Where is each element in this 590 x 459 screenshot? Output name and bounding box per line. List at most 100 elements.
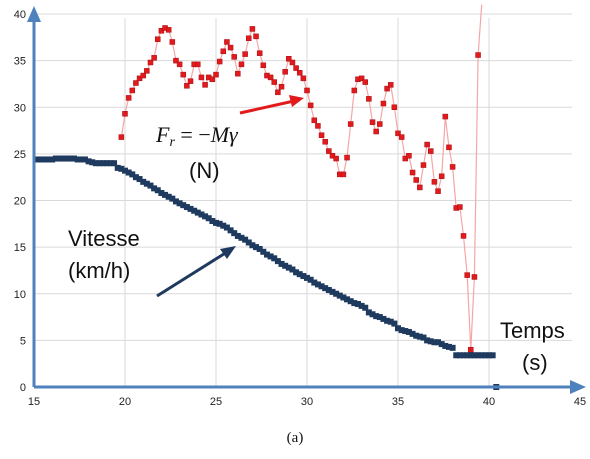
y-tick-label: 30 bbox=[14, 102, 26, 114]
speed-point bbox=[227, 227, 234, 234]
figure-caption: (a) bbox=[287, 430, 304, 446]
speed-point bbox=[242, 236, 249, 243]
force-point bbox=[267, 74, 274, 81]
force-point bbox=[340, 171, 347, 178]
speed-point bbox=[445, 343, 452, 350]
speed-point bbox=[453, 352, 460, 359]
x-tick-label: 15 bbox=[28, 396, 40, 408]
speed-point bbox=[282, 262, 289, 269]
speed-point bbox=[325, 287, 332, 294]
speed-point bbox=[92, 160, 99, 167]
force-point bbox=[315, 123, 321, 129]
force-series bbox=[118, 4, 483, 353]
speed-point bbox=[49, 156, 56, 163]
force-point bbox=[278, 83, 285, 90]
force-point bbox=[133, 80, 139, 86]
force-point bbox=[300, 75, 307, 82]
force-arrow-head bbox=[289, 95, 304, 107]
force-point bbox=[435, 188, 441, 194]
force-point bbox=[195, 61, 201, 68]
force-point bbox=[286, 56, 292, 62]
force-point bbox=[235, 70, 241, 77]
y-tick-label: 25 bbox=[14, 149, 26, 161]
speed-point bbox=[176, 200, 183, 207]
speed-point bbox=[263, 251, 270, 258]
speed-point bbox=[482, 352, 489, 359]
force-point bbox=[409, 169, 416, 176]
speed-point bbox=[220, 222, 227, 229]
y-axis-arrow bbox=[27, 6, 41, 22]
speed-point bbox=[333, 290, 340, 297]
speed-point bbox=[398, 327, 405, 334]
speed-point bbox=[81, 156, 88, 163]
speed-point bbox=[125, 169, 132, 176]
speed-point bbox=[111, 160, 118, 167]
force-point bbox=[242, 51, 248, 57]
force-point bbox=[377, 121, 383, 127]
speed-point bbox=[223, 224, 230, 231]
force-point bbox=[366, 96, 372, 102]
speed-point bbox=[198, 211, 205, 218]
force-point bbox=[417, 184, 423, 191]
force-point bbox=[449, 164, 456, 170]
speed-point bbox=[449, 344, 456, 351]
speed-point bbox=[296, 271, 303, 278]
speed-point bbox=[103, 160, 110, 167]
speed-point bbox=[187, 205, 194, 212]
speed-point bbox=[471, 352, 478, 359]
speed-point bbox=[129, 171, 136, 178]
speed-point bbox=[209, 218, 216, 225]
x-axis-arrow bbox=[570, 380, 586, 394]
speed-point bbox=[56, 155, 63, 162]
speed-point bbox=[169, 195, 176, 202]
speed-point bbox=[216, 220, 223, 227]
force-point bbox=[438, 173, 445, 180]
speed-point bbox=[464, 352, 471, 359]
speed-point bbox=[78, 156, 85, 163]
speed-point bbox=[456, 352, 463, 359]
axes bbox=[27, 6, 586, 394]
speed-point bbox=[256, 245, 263, 252]
speed-point bbox=[409, 330, 416, 337]
speed-point bbox=[489, 352, 496, 359]
speed-point bbox=[132, 174, 139, 181]
speed-point bbox=[140, 178, 147, 185]
force-formula-M: Mγ bbox=[210, 122, 239, 147]
force-point bbox=[358, 75, 365, 82]
speed-label: Vitesse bbox=[68, 226, 140, 251]
force-point bbox=[362, 79, 368, 85]
speed-point bbox=[413, 332, 420, 339]
force-point bbox=[395, 130, 401, 137]
force-point bbox=[373, 128, 379, 135]
force-point bbox=[122, 111, 128, 117]
speed-point bbox=[314, 281, 321, 288]
speed-point bbox=[340, 294, 347, 301]
force-point bbox=[256, 50, 263, 56]
force-point bbox=[260, 62, 267, 69]
force-point bbox=[384, 85, 390, 92]
force-formula-sub: r bbox=[169, 135, 175, 150]
speed-point bbox=[402, 328, 409, 335]
grid bbox=[34, 13, 572, 387]
speed-point bbox=[67, 155, 74, 162]
speed-point bbox=[431, 339, 438, 346]
force-point bbox=[165, 27, 172, 33]
speed-point bbox=[424, 337, 431, 344]
speed-point bbox=[89, 159, 96, 166]
force-point bbox=[227, 44, 234, 51]
force-point bbox=[442, 113, 449, 120]
force-point bbox=[275, 89, 281, 96]
speed-point bbox=[486, 352, 492, 359]
speed-point bbox=[384, 317, 391, 324]
force-point bbox=[224, 39, 230, 45]
force-point bbox=[238, 61, 245, 68]
speed-point bbox=[34, 156, 41, 163]
speed-point bbox=[41, 156, 48, 163]
force-point bbox=[155, 36, 161, 42]
force-point bbox=[329, 152, 336, 159]
force-point bbox=[173, 57, 179, 64]
speed-point bbox=[478, 352, 485, 359]
speed-point bbox=[420, 334, 427, 341]
speed-point bbox=[322, 285, 329, 292]
speed-point bbox=[165, 193, 172, 200]
